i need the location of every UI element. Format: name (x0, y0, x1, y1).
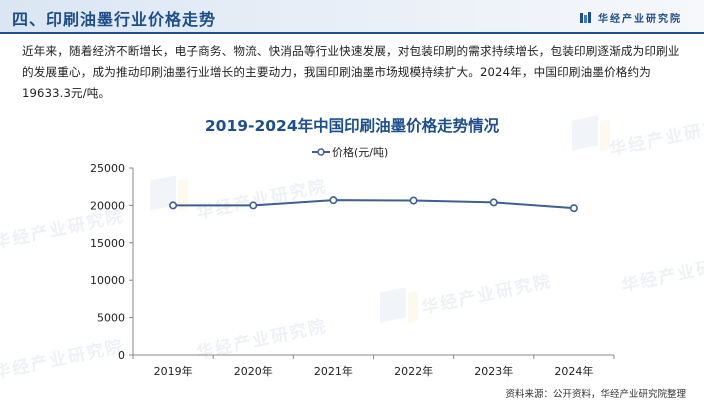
y-tick-label: 15000 (90, 237, 125, 250)
brand-logo-icon (580, 11, 591, 23)
y-tick-label: 5000 (97, 312, 125, 325)
y-tick-label: 10000 (90, 274, 125, 287)
data-point (489, 198, 498, 207)
brand: 华经产业研究院 (580, 10, 682, 25)
section-title: 四、印刷油墨行业价格走势 (12, 10, 217, 29)
legend-label: 价格(元/吨) (332, 145, 388, 159)
source-note: 资料来源：公开资料，华经产业研究院整理 (505, 389, 686, 400)
x-tick-label: 2023年 (474, 364, 513, 378)
section-header: 四、印刷油墨行业价格走势 华经产业研究院 (0, 0, 704, 34)
data-point (409, 196, 418, 205)
x-tick-label: 2019年 (154, 364, 193, 378)
intro-paragraph: 近年来，随着经济不断增长，电子商务、物流、快消品等行业快速发展，对包装印刷的需求… (22, 44, 680, 100)
x-tick-label: 2021年 (314, 364, 353, 378)
legend-marker-icon (317, 148, 325, 156)
y-tick-label: 0 (118, 349, 125, 362)
x-tick-label: 2022年 (394, 364, 433, 378)
data-point (569, 204, 578, 213)
series-line (173, 199, 574, 210)
x-tick-label: 2024年 (554, 364, 593, 378)
y-tick-label: 25000 (90, 162, 125, 175)
y-tick-label: 20000 (90, 199, 125, 212)
data-point (169, 201, 178, 210)
data-point (329, 196, 338, 205)
x-tick-label: 2020年 (234, 364, 273, 378)
chart-title: 2019-2024年中国印刷油墨价格走势情况 (204, 117, 500, 135)
brand-name: 华经产业研究院 (598, 14, 682, 25)
data-point (249, 201, 258, 210)
